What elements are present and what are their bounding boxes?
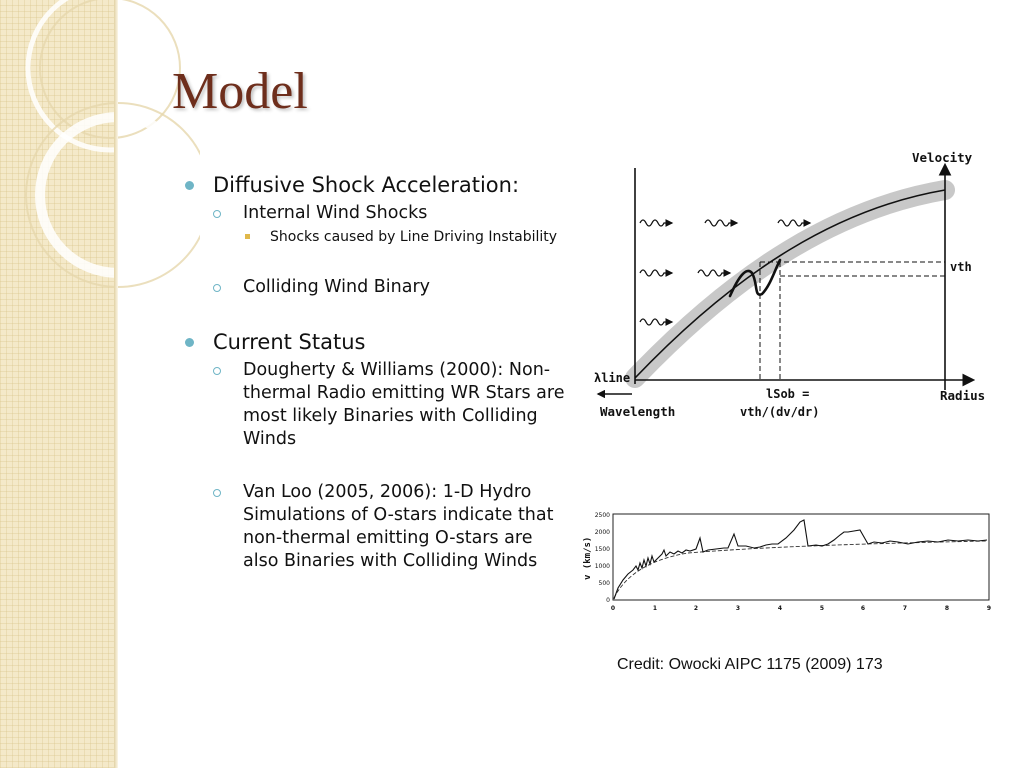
bullet-text: Shocks caused by Line Driving Instabilit… — [270, 229, 558, 245]
x-tick: 4 — [778, 605, 782, 612]
y-tick: 500 — [599, 580, 611, 587]
y-tick: 2000 — [595, 529, 610, 536]
bullet-dot-icon — [185, 181, 194, 190]
x-tick: 9 — [987, 605, 991, 612]
x-tick: 8 — [945, 605, 949, 612]
x-tick: 5 — [820, 605, 824, 612]
subbullet-van-loo: Van Loo (2005, 2006): 1-D Hydro Simulati… — [185, 481, 565, 573]
subsubbullet-line-driving: Shocks caused by Line Driving Instabilit… — [185, 229, 565, 246]
plot-smooth-curve — [613, 540, 988, 599]
bullet-ring-icon — [213, 367, 221, 375]
figure-credit: Credit: Owocki AIPC 1175 (2009) 173 — [617, 656, 883, 673]
y-tick: 2500 — [595, 512, 610, 519]
bullet-list: Diffusive Shock Acceleration: Internal W… — [185, 172, 565, 577]
plot-y-label: v (km/s) — [583, 537, 593, 580]
decorative-sidebar — [0, 0, 200, 768]
bullet-text: Current Status — [213, 330, 366, 354]
slide-title: Model — [172, 63, 308, 120]
photon-wave-row-1 — [639, 219, 812, 227]
bullet-text: Dougherty & Williams (2000): Non-thermal… — [243, 360, 565, 449]
x-tick: 0 — [611, 605, 615, 612]
shock-scribble-icon — [728, 258, 782, 298]
lsob-label: lSob = — [766, 387, 809, 401]
sidebar-edge — [114, 0, 118, 768]
y-tick: 0 — [606, 597, 610, 604]
y-tick: 1500 — [595, 546, 610, 553]
bullet-ring-icon — [213, 489, 221, 497]
lsob-formula: vth/(dv/dr) — [740, 405, 819, 419]
bullet-square-icon — [245, 234, 250, 239]
vth-label: vth — [950, 260, 972, 274]
bullet-text: Internal Wind Shocks — [243, 203, 428, 223]
decorative-circles-icon — [25, 0, 200, 288]
subbullet-dougherty-williams: Dougherty & Williams (2000): Non-thermal… — [185, 359, 565, 451]
bullet-ring-icon — [213, 284, 221, 292]
bullet-text: Colliding Wind Binary — [243, 277, 431, 297]
velocity-curve — [634, 189, 946, 379]
bullet-text: Diffusive Shock Acceleration: — [213, 173, 520, 197]
subbullet-internal-wind-shocks: Internal Wind Shocks — [185, 202, 565, 225]
lambda-line-label: λline — [594, 371, 630, 385]
bullet-current-status: Current Status — [185, 329, 565, 355]
bullet-ring-icon — [213, 210, 221, 218]
subbullet-colliding-wind-binary: Colliding Wind Binary — [185, 276, 565, 299]
x-tick: 7 — [903, 605, 907, 612]
radius-label: Radius — [940, 388, 985, 403]
bullet-text: Van Loo (2005, 2006): 1-D Hydro Simulati… — [243, 482, 554, 571]
x-tick: 3 — [736, 605, 740, 612]
bullet-diffusive-shock: Diffusive Shock Acceleration: — [185, 172, 565, 198]
plot-x-ticks: 0 1 2 3 4 5 6 7 8 9 — [611, 605, 991, 612]
plot-frame — [612, 513, 990, 601]
x-tick: 2 — [694, 605, 698, 612]
x-tick: 6 — [861, 605, 865, 612]
velocity-time-plot: v (km/s) 0 500 1000 1500 2000 2500 0 1 2… — [583, 512, 991, 612]
wavelength-label: Wavelength — [600, 404, 675, 419]
bullet-dot-icon — [185, 338, 194, 347]
photon-wave-row-3 — [639, 318, 674, 326]
sobolev-velocity-diagram: Velocity vth λline lSob = vth/(dv/dr) Wa… — [594, 150, 985, 419]
plot-y-ticks: 0 500 1000 1500 2000 2500 — [595, 512, 610, 604]
y-tick: 1000 — [595, 563, 610, 570]
velocity-band — [625, 180, 955, 388]
x-tick: 1 — [653, 605, 657, 612]
photon-wave-row-2 — [639, 269, 732, 277]
velocity-axis-label: Velocity — [912, 150, 973, 165]
plot-velocity-trace — [613, 519, 988, 600]
